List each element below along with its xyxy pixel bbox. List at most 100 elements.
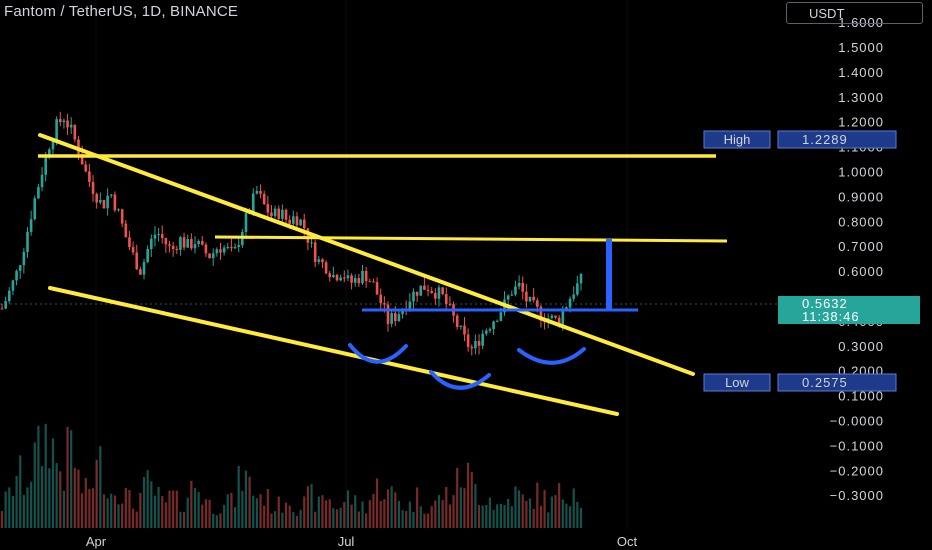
candle-body: [18, 265, 22, 271]
candle-body: [495, 320, 499, 322]
candle-body: [492, 321, 495, 330]
horizontal-target-line[interactable]: [214, 235, 728, 243]
volume-bar: [102, 494, 106, 528]
volume-bar: [517, 490, 521, 528]
volume-bar: [375, 478, 379, 528]
volume-bar: [539, 505, 543, 528]
falling-wedge-lower-line[interactable]: [48, 286, 619, 416]
volume-bar: [244, 470, 248, 528]
candle-body: [277, 208, 281, 219]
volume-bar: [266, 488, 269, 528]
candle-body: [514, 286, 517, 295]
volume-bar: [528, 498, 532, 528]
candle-body: [124, 223, 128, 238]
candle-body: [361, 270, 364, 284]
volume-bar: [95, 459, 98, 528]
candle-body: [299, 219, 302, 226]
candle-body: [273, 208, 277, 217]
candle-body: [463, 325, 466, 335]
volume-bar: [503, 504, 506, 528]
volume-bar: [223, 504, 226, 528]
candle-body: [408, 301, 412, 310]
candle-body: [208, 253, 211, 259]
candle-body: [179, 237, 182, 250]
volume-bar: [131, 508, 135, 528]
volume-bar: [416, 487, 419, 528]
volume-bar: [91, 488, 95, 528]
volume-bar: [572, 488, 575, 528]
candle-body: [175, 249, 179, 251]
y-tick-label: −0.1000: [830, 438, 884, 453]
currency-selector[interactable]: USDT: [786, 2, 923, 24]
head-arc[interactable]: [429, 370, 491, 390]
volume-bar: [561, 499, 564, 528]
volume-bar: [179, 511, 182, 528]
volume-bar: [233, 507, 237, 528]
volume-bar: [467, 462, 470, 528]
volume-bars: [0, 423, 583, 528]
candle-body: [390, 313, 393, 324]
candle-body: [554, 315, 557, 318]
price-axis[interactable]: 1.60001.50001.40001.30001.20001.10001.00…: [830, 15, 884, 503]
volume-bar: [263, 505, 266, 528]
high-value-box: [777, 130, 897, 149]
candle-body: [444, 294, 448, 305]
candle-body: [379, 294, 383, 304]
candle-body: [386, 304, 390, 324]
volume-bar: [550, 496, 553, 528]
low-value-box: [777, 373, 897, 392]
candle-body: [528, 296, 532, 302]
volume-bar: [361, 501, 364, 528]
candle-body: [292, 216, 295, 224]
volume-bar: [547, 512, 550, 528]
volume-bar: [474, 484, 477, 528]
volume-bar: [354, 495, 357, 528]
left-shoulder-arc[interactable]: [348, 343, 408, 364]
candle-body: [579, 274, 583, 284]
candle-body: [375, 282, 379, 295]
right-shoulder-arc[interactable]: [517, 347, 586, 365]
candle-body: [84, 164, 88, 172]
volume-bar: [386, 489, 390, 528]
volume-bar: [372, 493, 375, 528]
volume-bar: [40, 466, 44, 528]
candle-body: [335, 274, 339, 281]
time-axis[interactable]: Apr Jul Oct: [86, 534, 638, 549]
volume-bar: [412, 511, 415, 528]
candle-body: [4, 301, 7, 309]
trendline-drawings[interactable]: [38, 133, 728, 416]
volume-bar: [106, 498, 109, 528]
volume-bar: [470, 472, 473, 528]
volume-bar: [554, 495, 557, 528]
volume-bar: [394, 492, 397, 528]
volume-bar: [488, 497, 492, 528]
candle-body: [150, 238, 153, 250]
candle-body: [266, 204, 270, 213]
candle-body: [106, 195, 109, 209]
candle-body: [506, 295, 510, 300]
candle-body: [339, 277, 342, 281]
volume-bar: [88, 489, 91, 528]
volume-bar: [306, 486, 309, 528]
volume-bar: [259, 494, 262, 528]
candle-body: [459, 325, 463, 327]
volume-bar: [397, 500, 401, 528]
chart-title: Fantom / TetherUS, 1D, BINANCE: [4, 3, 239, 20]
volume-bar: [332, 508, 335, 528]
volume-bar: [426, 513, 430, 528]
candle-body: [383, 303, 386, 305]
candle-body: [525, 291, 528, 302]
candle-body: [15, 270, 18, 281]
low-label-box: [703, 373, 771, 392]
candle-body: [55, 119, 58, 142]
candle-body: [310, 242, 313, 244]
falling-wedge-upper-line[interactable]: [38, 133, 695, 376]
candle-body: [37, 187, 40, 199]
candle-body: [572, 294, 576, 299]
candle-body: [317, 259, 321, 262]
volume-bar: [496, 504, 499, 528]
candle-body: [332, 274, 335, 278]
volume-bar: [434, 500, 437, 528]
candle-body: [73, 124, 77, 140]
